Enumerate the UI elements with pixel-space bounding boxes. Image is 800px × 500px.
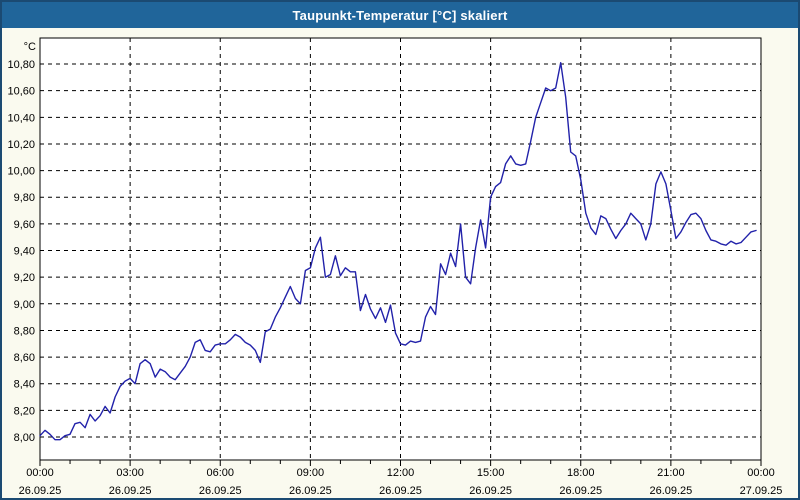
y-tick-label: 9,40 [14,246,35,258]
x-time-label: 18:00 [567,467,595,479]
y-tick-label: 10,40 [7,112,35,124]
x-date-label: 26.09.25 [469,485,512,497]
x-time-label: 21:00 [657,467,685,479]
x-date-label: 26.09.25 [109,485,152,497]
y-tick-label: 9,20 [14,272,35,284]
x-time-label: 03:00 [116,467,144,479]
y-tick-label: 8,00 [14,432,35,444]
x-time-label: 00:00 [26,467,54,479]
temperature-line [39,62,757,441]
x-date-label: 26.09.25 [379,485,422,497]
x-time-label: 09:00 [297,467,325,479]
y-tick-label: 8,60 [14,352,35,364]
y-tick-label: 10,00 [7,166,35,178]
y-axis-unit-label: °C [24,41,36,53]
x-date-label: 26.09.25 [19,485,62,497]
chart-title: Taupunkt-Temperatur [°C] skaliert [292,7,508,23]
y-tick-label: 10,80 [7,59,35,71]
x-time-label: 15:00 [477,467,505,479]
y-tick-label: 8,20 [14,405,35,417]
x-date-label: 26.09.25 [649,485,692,497]
y-tick-label: 8,80 [14,325,35,337]
x-time-label: 12:00 [387,467,415,479]
x-date-label: 26.09.25 [559,485,602,497]
chart-area: 8,00 8,20 8,40 8,60 8,80 9,00 9,20 9,40 9,60 9,80… [2,28,798,498]
y-tick-label: 10,20 [7,139,35,151]
y-tick-label: 8,40 [14,379,35,391]
x-time-label: 06:00 [206,467,234,479]
y-tick-label: 9,80 [14,192,35,204]
x-date-label: 26.09.25 [199,485,242,497]
x-date-label: 26.09.25 [289,485,332,497]
y-tick-label: 9,00 [14,299,35,311]
y-tick-label: 9,60 [14,219,35,231]
chart-svg: 8,00 8,20 8,40 8,60 8,80 9,00 9,20 9,40 9,60 9,80… [7,37,783,497]
title-bar: Taupunkt-Temperatur [°C] skaliert [2,2,798,28]
y-tick-label: 10,60 [7,86,35,98]
x-time-label: 00:00 [747,467,775,479]
x-date-label: 27.09.25 [740,485,783,497]
